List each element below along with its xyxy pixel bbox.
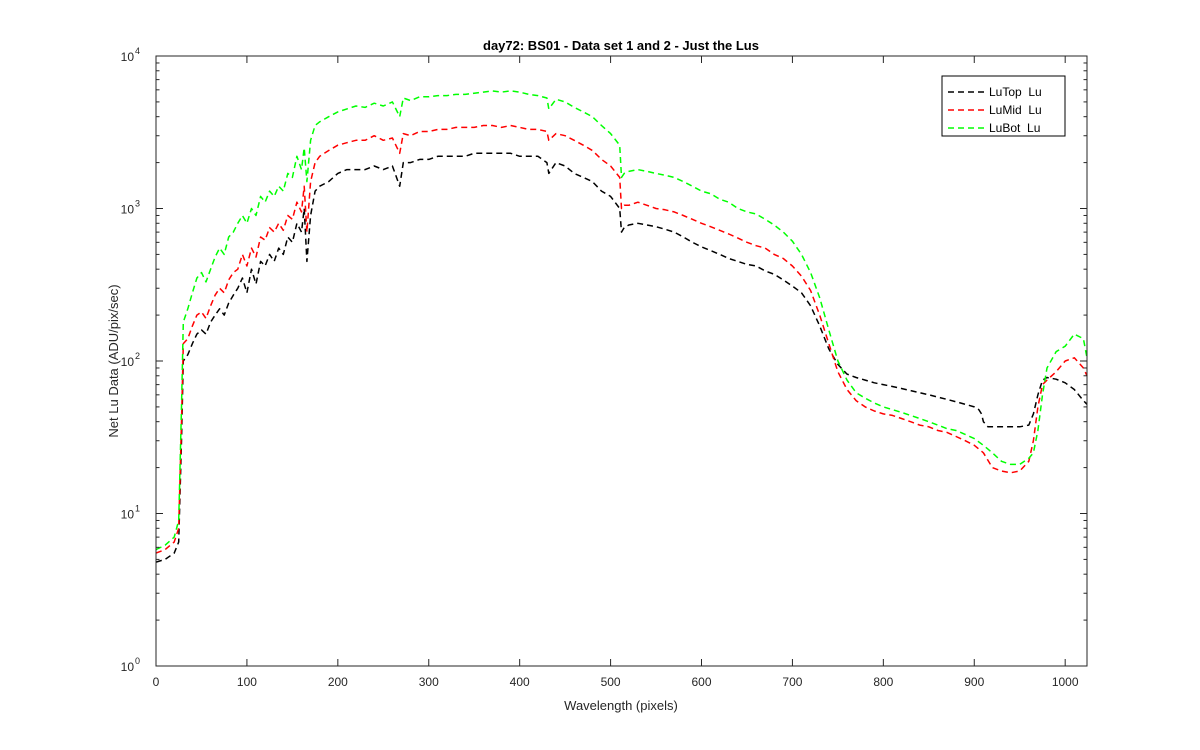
x-tick-label-2: 200	[328, 675, 348, 689]
plot-area	[156, 56, 1087, 666]
y-tick-label-1: 10	[121, 508, 135, 522]
series-layer	[155, 90, 1088, 563]
x-tick-label-7: 700	[782, 675, 802, 689]
series-line-3	[155, 90, 1088, 551]
series-line-2	[155, 124, 1088, 554]
y-tick-exponent-2: 2	[135, 351, 140, 361]
legend-label-2: LuMid Lu	[989, 103, 1042, 117]
x-tick-label-10: 1000	[1052, 675, 1079, 689]
x-tick-label-6: 600	[691, 675, 711, 689]
x-tick-label-5: 500	[601, 675, 621, 689]
y-tick-exponent-4: 4	[135, 46, 140, 56]
y-tick-exponent-3: 3	[135, 199, 140, 209]
y-axis-label: Net Lu Data (ADU/pix/sec)	[106, 284, 121, 437]
y-tick-exponent-1: 1	[135, 504, 140, 514]
chart-title: day72: BS01 - Data set 1 and 2 - Just th…	[483, 38, 759, 53]
x-tick-label-4: 400	[510, 675, 530, 689]
x-tick-label-0: 0	[153, 675, 160, 689]
y-tick-label-4: 10	[121, 50, 135, 64]
legend-label-1: LuTop Lu	[989, 85, 1042, 99]
x-tick-label-8: 800	[873, 675, 893, 689]
x-axis-label: Wavelength (pixels)	[564, 698, 678, 713]
y-tick-exponent-0: 0	[135, 656, 140, 666]
legend-items: LuTop Lu LuMid Lu LuBot Lu	[948, 85, 1042, 135]
series-line-1	[155, 152, 1088, 563]
y-tick-label-3: 10	[121, 203, 135, 217]
y-tick-label-0: 10	[121, 660, 135, 674]
y-tick-label-2: 10	[121, 355, 135, 369]
x-tick-label-1: 100	[237, 675, 257, 689]
legend-label-3: LuBot Lu	[989, 121, 1040, 135]
legend: LuTop Lu LuMid Lu LuBot Lu	[941, 75, 1066, 137]
x-tick-label-3: 300	[419, 675, 439, 689]
x-tick-label-9: 900	[964, 675, 984, 689]
legend-box	[941, 75, 1066, 137]
